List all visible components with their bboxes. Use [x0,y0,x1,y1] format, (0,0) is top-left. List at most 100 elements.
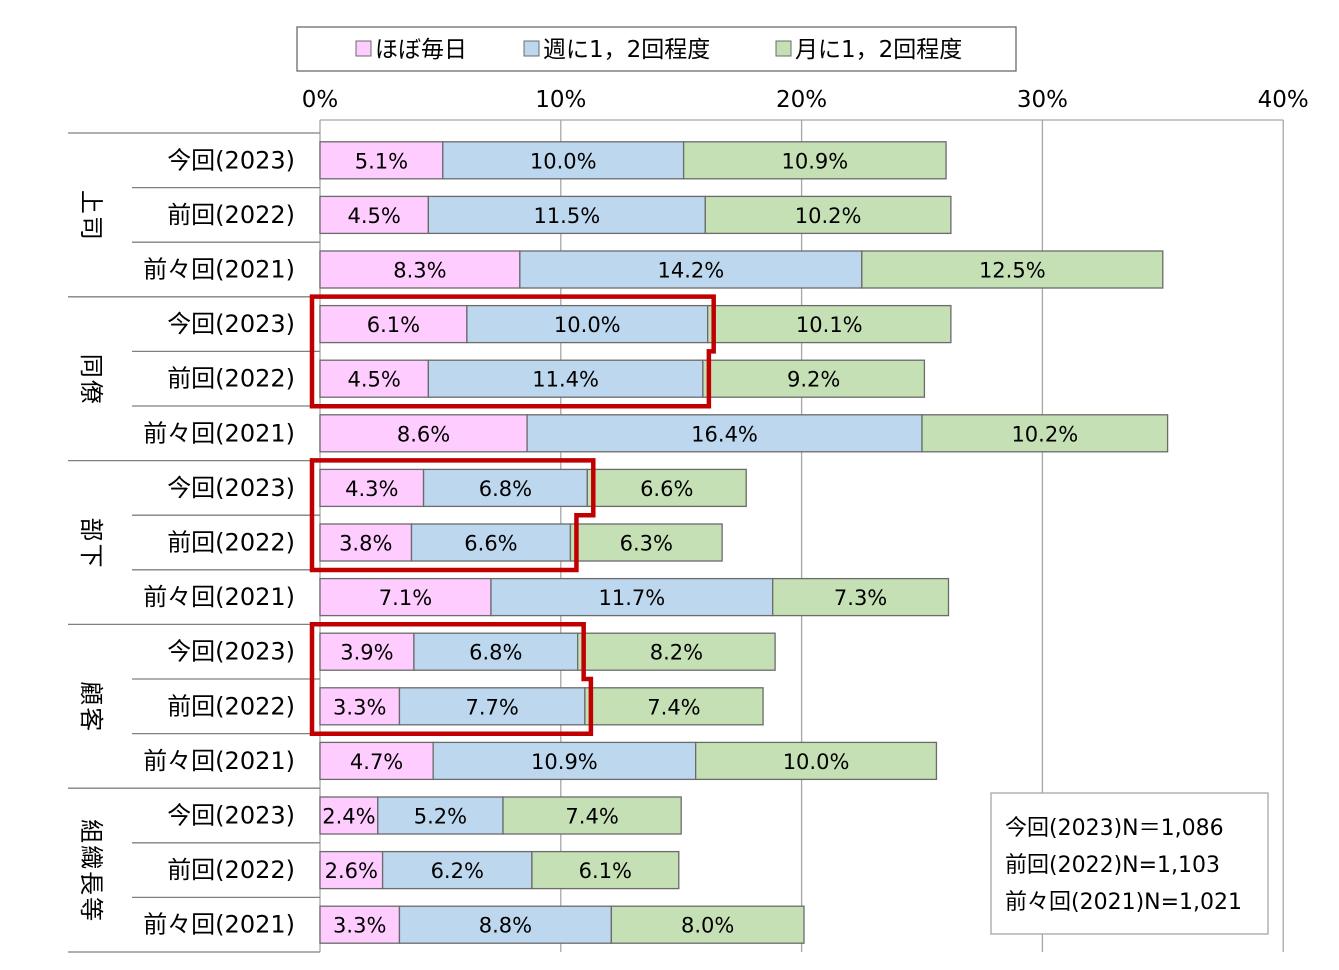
row-label: 前々回(2021) [143,256,295,284]
data-label: 8.0% [681,914,734,938]
bar-weekly [422,468,588,508]
legend-label: ほぼ毎日 [375,37,467,63]
bar-monthly [702,359,926,398]
data-label: 6.2% [431,859,484,883]
group-label: 組 [77,819,105,843]
data-label: 11.7% [598,586,665,610]
bar-monthly [921,414,1169,453]
data-label: 6.8% [479,477,532,501]
legend-label: 週に1，2回程度 [543,37,710,63]
group-label: 司 [77,216,105,240]
row-label: 前々回(2021) [143,419,295,447]
row-label: 前回(2022) [167,529,295,557]
bar-monthly [531,850,680,890]
data-label: 6.1% [579,859,632,883]
data-label: 3.8% [339,532,392,556]
bar-weekly [466,304,709,344]
data-label: 7.4% [565,805,618,829]
bar-daily [319,850,384,890]
group-label: 織 [77,845,105,869]
group-label: 等 [77,897,105,921]
group-label: 部 [77,518,105,542]
bar-weekly [526,414,923,453]
bar-daily [319,414,528,453]
highlight-outline [309,621,594,737]
bar-daily [319,250,521,289]
row-label: 前々回(2021) [143,747,295,775]
group-label: 同 [77,354,105,378]
bar-monthly [610,905,805,944]
data-label: 10.2% [1011,422,1078,446]
data-label: 4.7% [350,750,403,774]
legend-label: 月に1，2回程度 [795,37,962,63]
row-label: 前回(2022) [167,365,295,393]
data-label: 10.0% [554,313,621,337]
row-label: 前回(2022) [167,856,295,884]
row-label: 前々回(2021) [143,583,295,611]
note-line: 前回(2022)N=1,103 [1005,853,1220,878]
bar-daily [319,905,401,944]
bar-monthly [586,468,747,508]
data-label: 10.0% [783,750,850,774]
bar-weekly [432,741,697,781]
data-label: 11.4% [532,368,599,392]
group-label: 客 [77,707,105,731]
data-label: 10.2% [795,204,862,228]
data-label: 10.0% [530,149,597,173]
x-tick-label: 20% [776,87,827,113]
legend [296,26,1017,72]
data-label: 2.6% [325,859,378,883]
x-tick-label: 0% [302,87,339,113]
data-label: 7.3% [834,586,887,610]
bar-monthly [772,577,950,617]
data-label: 10.9% [781,149,848,173]
bar-daily [319,468,425,508]
data-label: 8.3% [393,259,446,283]
data-label: 6.3% [620,532,673,556]
bar-weekly [398,687,586,726]
group-label: 顧 [77,681,105,705]
bar-monthly [577,632,776,671]
note-line: 今回(2023)N＝1,086 [1005,816,1224,841]
data-label: 4.5% [348,368,401,392]
highlight-outline [309,294,716,409]
data-label: 7.7% [465,695,518,719]
bar-weekly [427,359,704,398]
x-tick-label: 40% [1258,87,1309,113]
row-label: 今回(2023) [167,802,295,830]
bar-monthly [569,523,723,562]
bar-monthly [707,304,952,344]
bar-weekly [398,905,613,944]
note-line: 前々回(2021)N=1,021 [1005,890,1242,915]
data-label: 5.1% [355,149,408,173]
legend-swatch [523,40,540,57]
data-label: 10.9% [531,750,598,774]
data-label: 8.6% [397,422,450,446]
data-label: 9.2% [787,368,840,392]
bar-daily [319,796,379,835]
data-label: 3.3% [333,914,386,938]
bar-daily [319,359,430,398]
row-label: 今回(2023) [167,638,295,666]
legend-swatch [355,40,372,57]
bar-daily [319,632,415,671]
data-label: 3.9% [340,641,393,665]
bar-monthly [704,195,952,235]
row-label: 前回(2022) [167,692,295,720]
bar-monthly [584,687,764,726]
data-label: 6.1% [367,313,420,337]
x-tick-label: 30% [1017,87,1068,113]
data-label: 8.8% [479,914,532,938]
data-label: 10.1% [796,313,863,337]
row-label: 今回(2023) [167,310,295,338]
bar-monthly [682,141,947,180]
data-label: 2.4% [322,805,375,829]
data-label: 5.2% [414,805,467,829]
sample-size-note [990,792,1269,935]
group-label: 上 [77,190,105,214]
row-label: 今回(2023) [167,474,295,502]
bar-weekly [377,796,504,835]
row-label: 前々回(2021) [143,911,295,939]
data-label: 12.5% [979,259,1046,283]
bar-monthly [502,796,682,835]
